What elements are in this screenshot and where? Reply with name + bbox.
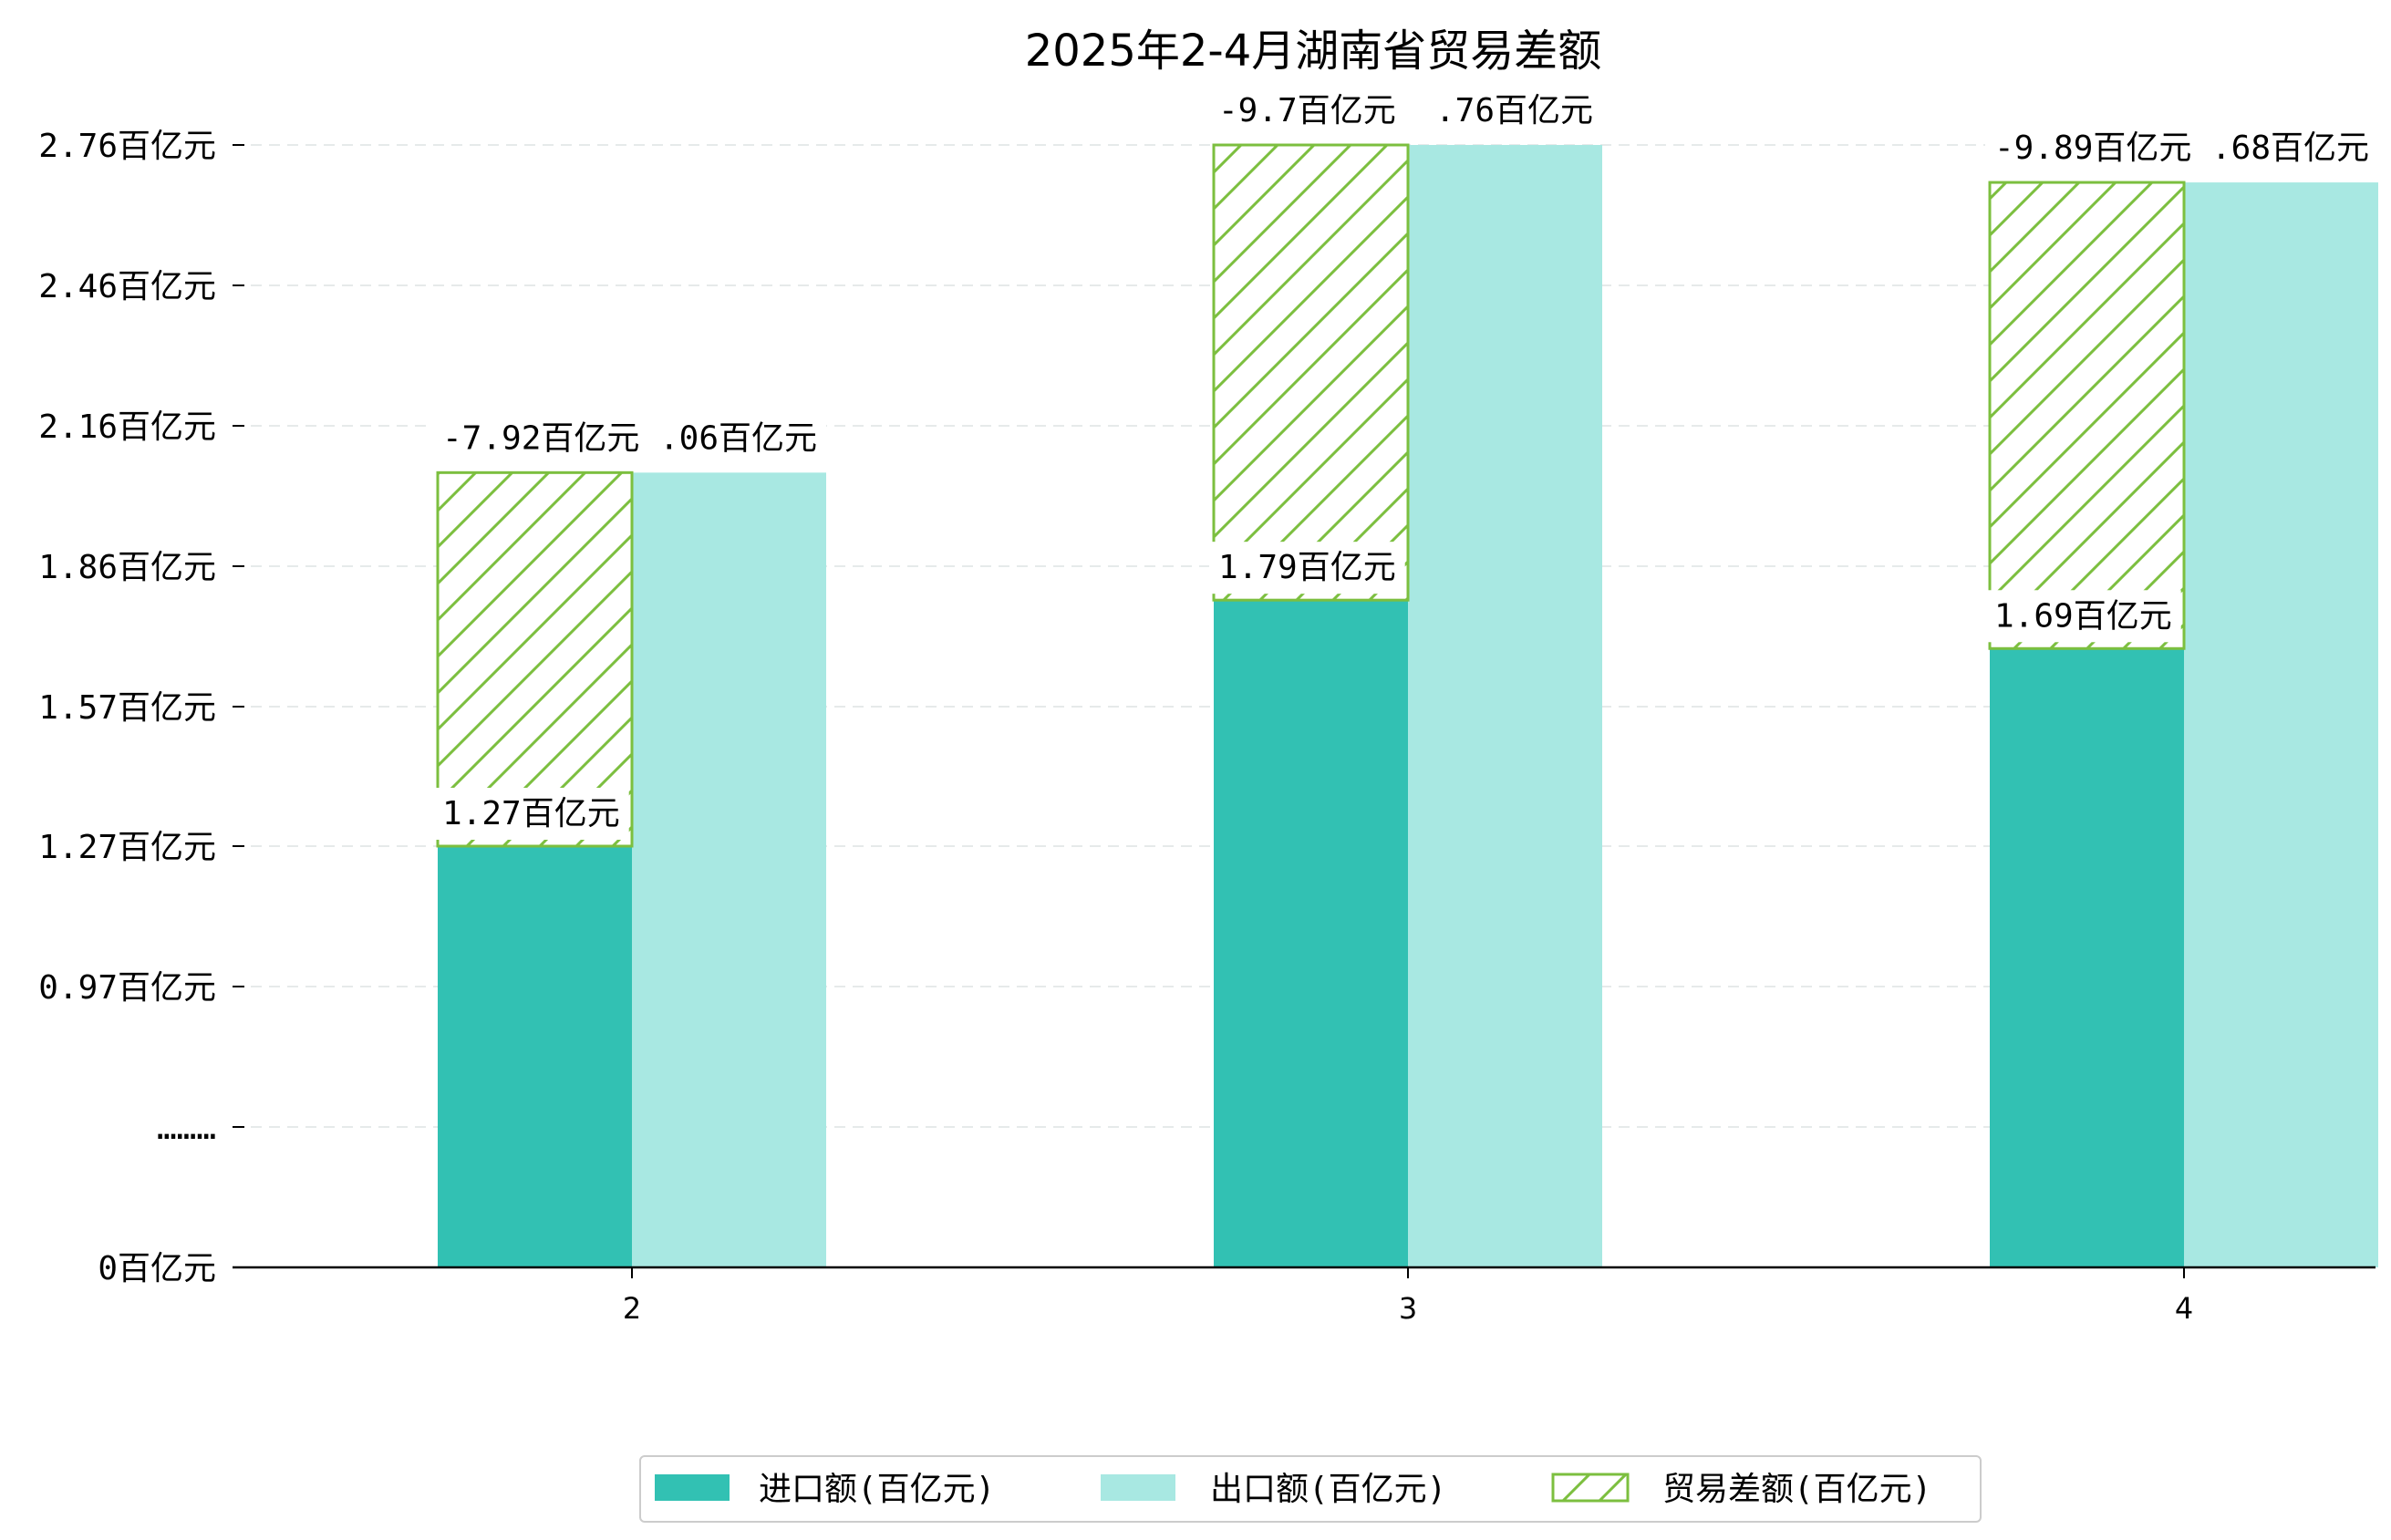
y-axis: 0百亿元 ……… 0.97百亿元 1.27百亿元 1.57百亿元 1.86百亿元 2.16百…	[38, 128, 244, 1287]
data-label-text: .76百亿元	[1435, 92, 1593, 129]
legend-frame	[639, 1455, 1982, 1523]
y-tick-label: 2.16百亿元	[38, 408, 216, 446]
data-label-background	[1209, 542, 1405, 594]
y-tick-label: 1.27百亿元	[38, 829, 216, 866]
data-label-background	[1985, 590, 2181, 643]
y-tick-label: 1.57百亿元	[38, 689, 216, 727]
data-label-background	[1985, 122, 2201, 175]
data-label-text: -7.92百亿元	[442, 419, 639, 457]
legend-item[interactable]: 贸易差额(百亿元)	[1551, 1471, 1931, 1508]
y-tick-label: ………	[157, 1110, 216, 1147]
data-label-text: 1.27百亿元	[442, 795, 620, 832]
data-label-text: 1.79百亿元	[1218, 549, 1396, 586]
data-label: 1.79百亿元	[1209, 542, 1405, 594]
x-axis: 2 3 4	[233, 1266, 2375, 1326]
y-tick-label: 0.97百亿元	[38, 969, 216, 1007]
y-tick-label: 1.86百亿元	[38, 549, 216, 586]
bar-trade-balance	[1212, 143, 1410, 602]
legend-item[interactable]: 出口额(百亿元)	[1101, 1471, 1446, 1508]
data-label: -9.89百亿元	[1985, 122, 2201, 175]
bar-trade-balance	[1988, 181, 2186, 650]
bar-trade-balance	[436, 470, 634, 848]
data-label-background	[2201, 122, 2378, 175]
data-label-text: -9.7百亿元	[1218, 92, 1396, 129]
data-label-text: .68百亿元	[2211, 129, 2369, 167]
y-tick-label: 0百亿元	[98, 1250, 216, 1287]
y-tick-label: 2.46百亿元	[38, 268, 216, 305]
data-label-background	[1425, 85, 1602, 137]
data-label: -9.7百亿元	[1209, 85, 1405, 137]
data-label-background	[1209, 85, 1405, 137]
legend-swatch	[1101, 1474, 1175, 1501]
data-label: -7.92百亿元	[433, 412, 649, 465]
bar-import	[1990, 648, 2184, 1267]
legend-item[interactable]: 进口额(百亿元)	[655, 1471, 995, 1508]
bar-import	[438, 846, 632, 1267]
data-labels: 1.27百亿元 -7.92百亿元 .06百亿元 1.79百亿元 -9.7百亿元 .76百亿…	[433, 85, 2378, 840]
data-label: .76百亿元	[1425, 85, 1602, 137]
x-tick-label: 3	[1399, 1291, 1417, 1326]
legend-swatch	[1551, 1473, 1630, 1503]
data-label-text: 1.69百亿元	[1994, 597, 2172, 635]
x-tick-label: 2	[623, 1291, 641, 1326]
legend-label: 贸易差额(百亿元)	[1662, 1471, 1931, 1508]
bar-import	[1214, 600, 1408, 1267]
legend[interactable]: 进口额(百亿元) 出口额(百亿元) 贸易差额(百亿元)	[639, 1455, 1982, 1523]
data-label-background	[649, 412, 826, 465]
y-tick-label: 2.76百亿元	[38, 128, 216, 165]
bar-export	[632, 472, 826, 1267]
data-label: .06百亿元	[649, 412, 826, 465]
data-label: 1.69百亿元	[1985, 590, 2181, 643]
chart-title: 2025年2-4月湖南省贸易差额	[1025, 26, 1602, 77]
bar-export	[2184, 182, 2378, 1268]
data-label: 1.27百亿元	[433, 788, 629, 840]
legend-swatch	[655, 1474, 730, 1501]
data-label-background	[433, 412, 649, 465]
data-label-background	[433, 788, 629, 840]
data-label-text: -9.89百亿元	[1994, 129, 2191, 167]
legend-label: 进口额(百亿元)	[759, 1471, 995, 1508]
x-tick-label: 4	[2175, 1291, 2193, 1326]
data-label-text: .06百亿元	[659, 419, 817, 457]
bar-export	[1408, 145, 1602, 1267]
legend-label: 出口额(百亿元)	[1210, 1471, 1446, 1508]
bars	[436, 143, 2378, 1268]
data-label: .68百亿元	[2201, 122, 2378, 175]
